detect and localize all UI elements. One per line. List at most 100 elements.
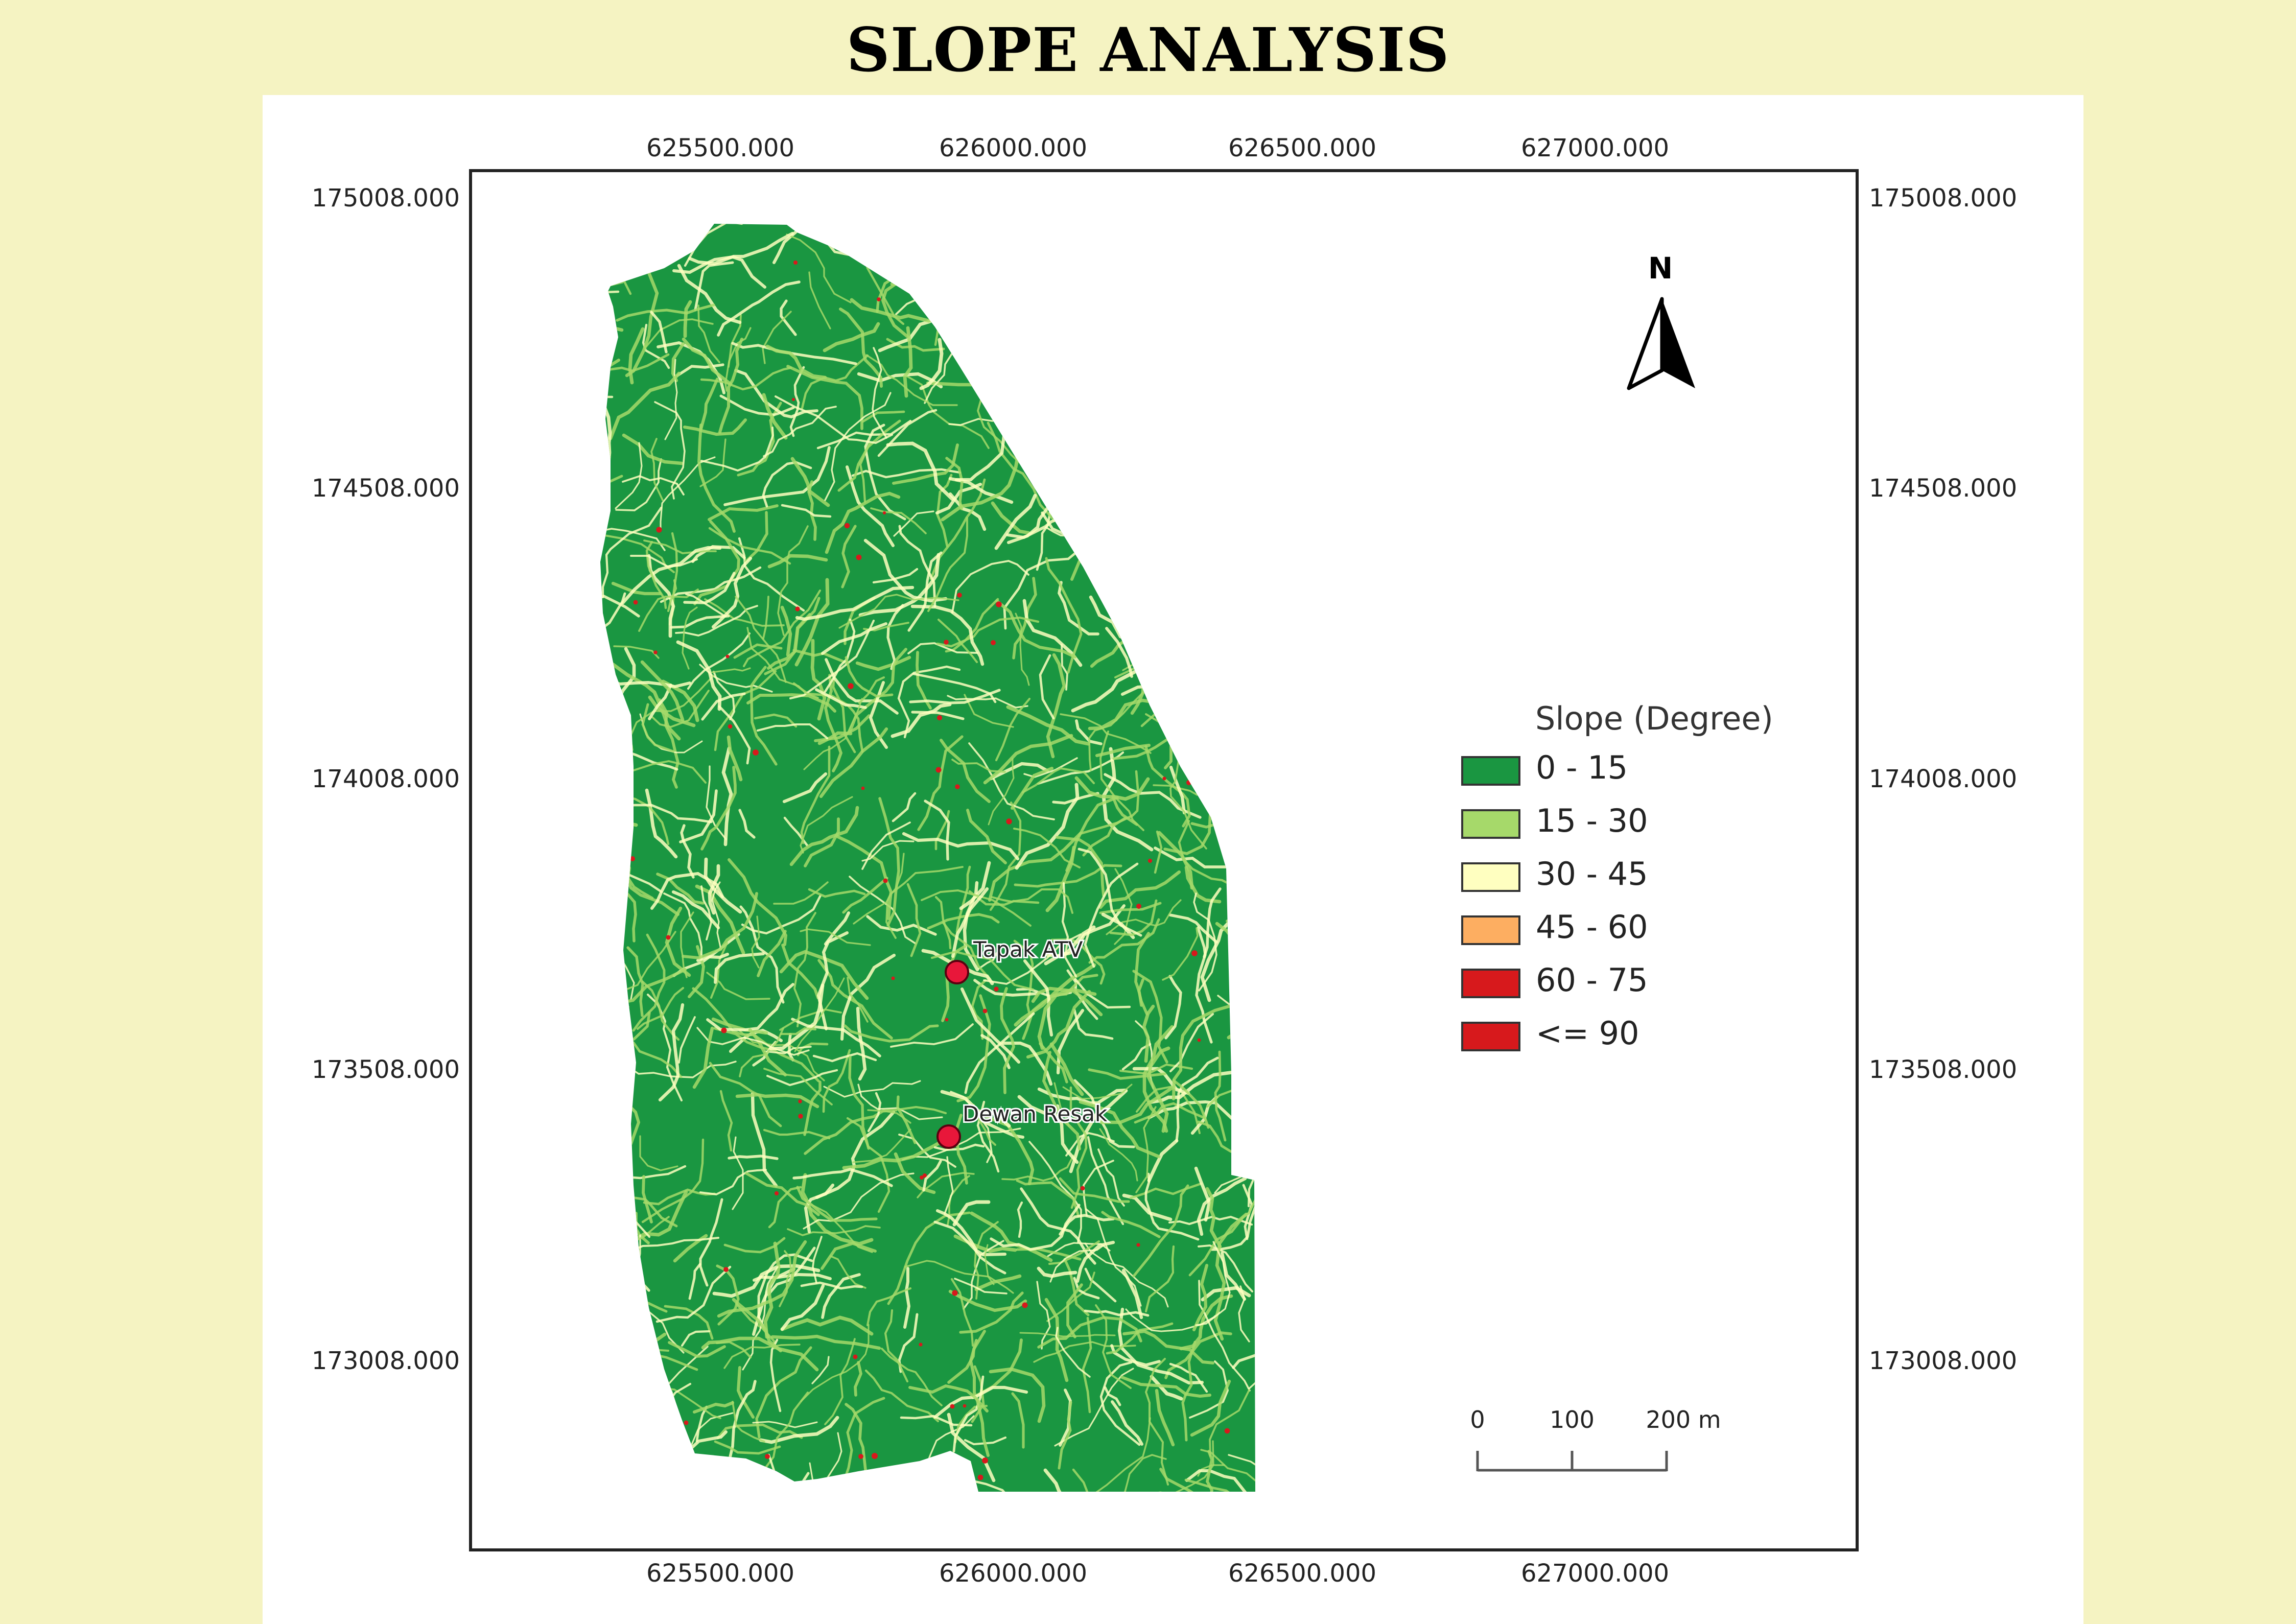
slope-ridge — [980, 1119, 1025, 1139]
slope-ridge — [734, 369, 818, 419]
slope-ridge — [866, 915, 937, 936]
slope-ridge — [824, 674, 843, 772]
slope-ridge — [678, 1016, 696, 1064]
slope-ridge — [700, 766, 737, 851]
slope-ridge — [904, 1260, 1014, 1294]
slope-ridge — [779, 950, 869, 1000]
slope-ridge — [941, 449, 1025, 522]
slope-ridge — [732, 1298, 783, 1353]
slope-ridge — [1138, 1440, 1214, 1492]
slope-ridge — [823, 1080, 921, 1098]
slope-ridge — [767, 554, 828, 569]
slope-ridge — [1017, 415, 1039, 460]
slope-ridge — [924, 345, 958, 404]
slope-ridge — [1152, 517, 1228, 567]
slope-ridge — [700, 366, 792, 391]
slope-ridge — [1181, 686, 1243, 714]
slope-ridge — [1247, 1125, 1255, 1208]
slope-ridge — [600, 304, 624, 332]
slope-ridge — [1144, 1245, 1175, 1313]
slope-ridge — [1099, 380, 1149, 464]
slope-ridge — [1074, 978, 1131, 1009]
slope-ridge — [1238, 1285, 1250, 1343]
slope-ridge — [1087, 1136, 1124, 1226]
slope-ridge — [935, 1209, 1007, 1257]
point-marker-1[interactable] — [945, 960, 969, 984]
slope-ridge — [890, 246, 965, 286]
slope-ridge — [765, 1391, 809, 1468]
slope-ridge — [1184, 865, 1222, 904]
slope-ridge — [1075, 483, 1138, 542]
slope-ridge — [1038, 353, 1074, 407]
slope-ridge — [1011, 1392, 1025, 1449]
slope-ridge — [1015, 224, 1035, 249]
slope-ridge — [954, 434, 1006, 482]
slope-ridge — [1026, 472, 1106, 488]
slope-ridge — [735, 1093, 819, 1109]
slope-ridge — [1110, 1344, 1161, 1367]
slope-ridge — [1049, 352, 1127, 379]
slope-ridge — [667, 1346, 709, 1386]
steep-spot — [944, 640, 949, 645]
slope-ridge — [664, 359, 678, 440]
slope-ridge — [947, 1413, 996, 1482]
slope-ridge — [1050, 278, 1084, 318]
slope-ridge — [622, 804, 713, 823]
slope-ridge — [1056, 1008, 1085, 1075]
slope-ridge — [963, 881, 979, 972]
slope-ridge — [600, 1361, 629, 1437]
slope-ridge — [1253, 901, 1255, 945]
slope-ridge — [1149, 279, 1185, 350]
steep-spot — [945, 1018, 949, 1022]
slope-ridge — [1099, 902, 1162, 914]
y-tick-right-4: 173508.000 — [1869, 1055, 2018, 1084]
slope-ridge — [800, 1324, 870, 1402]
steep-spot — [1119, 361, 1123, 365]
slope-ridge — [1106, 1322, 1174, 1355]
slope-ridge — [762, 311, 792, 364]
slope-ridge — [615, 458, 662, 511]
slope-ridge — [648, 695, 696, 727]
slope-ridge — [774, 1477, 818, 1492]
slope-ridge — [1043, 1468, 1078, 1492]
slope-ridge — [837, 419, 901, 492]
slope-ridge — [600, 1051, 624, 1116]
slope-ridge — [1169, 1013, 1214, 1073]
slope-ridge — [789, 366, 805, 437]
slope-ridge — [1085, 224, 1142, 256]
slope-ridge — [1082, 1316, 1092, 1414]
slope-ridge — [800, 796, 853, 854]
point-marker-2[interactable] — [936, 1124, 961, 1149]
slope-ridge — [974, 1221, 999, 1300]
slope-ridge — [699, 378, 719, 431]
slope-ridge — [792, 649, 848, 664]
slope-ridge — [1256, 1040, 1340, 1093]
slope-ridge — [1194, 1166, 1211, 1222]
x-tick-bottom-1: 625500.000 — [646, 1559, 795, 1588]
slope-ridge — [1058, 581, 1099, 636]
slope-ridge — [1154, 830, 1163, 874]
slope-ridge — [1225, 256, 1249, 301]
steep-spot — [848, 683, 854, 689]
slope-ridge — [1016, 1179, 1080, 1218]
slope-ridge — [936, 474, 953, 548]
steep-spot — [957, 336, 963, 341]
slope-ridge — [1192, 1263, 1209, 1332]
slope-ridge — [854, 1361, 862, 1397]
slope-ridge — [825, 491, 901, 554]
slope-ridge — [1096, 356, 1180, 392]
slope-ridge — [701, 692, 746, 721]
slope-ridge — [1189, 1360, 1229, 1419]
y-tick-right-2: 174508.000 — [1869, 474, 2018, 503]
slope-ridge — [1084, 862, 1139, 968]
slope-ridge — [672, 255, 766, 289]
slope-ridge — [897, 665, 961, 739]
slope-ridge — [987, 421, 1056, 522]
slope-ridge — [600, 1379, 613, 1445]
slope-ridge — [1155, 1388, 1175, 1447]
slope-ridge — [1172, 332, 1180, 425]
steep-spot — [774, 1191, 779, 1196]
legend-label-15-30: 15 - 30 — [1536, 802, 1648, 839]
slope-ridge — [887, 1211, 971, 1305]
